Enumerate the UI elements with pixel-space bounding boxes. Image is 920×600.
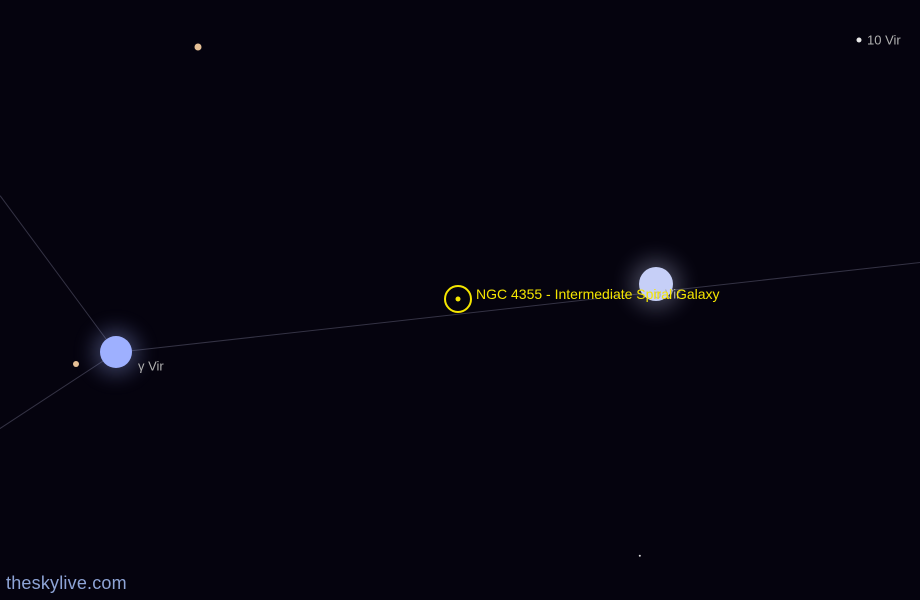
constellation-line [0,352,116,429]
target-marker-dot [456,297,461,302]
star-gamma-vir [100,336,132,368]
star-10-vir [857,38,862,43]
target-label: NGC 4355 - Intermediate Spiral Galaxy [476,286,720,302]
star-label-gamma-vir: γ Vir [138,359,164,374]
star-minor [73,361,79,367]
star-chart: γ Vir o Vir 10 Vir NGC 4355 - Intermedia… [0,0,920,600]
star-minor [639,555,641,557]
constellation-line [0,195,116,353]
star-minor [195,44,202,51]
constellation-line [116,262,920,353]
watermark: theskylive.com [6,573,127,594]
star-label-10-vir: 10 Vir [867,33,901,48]
